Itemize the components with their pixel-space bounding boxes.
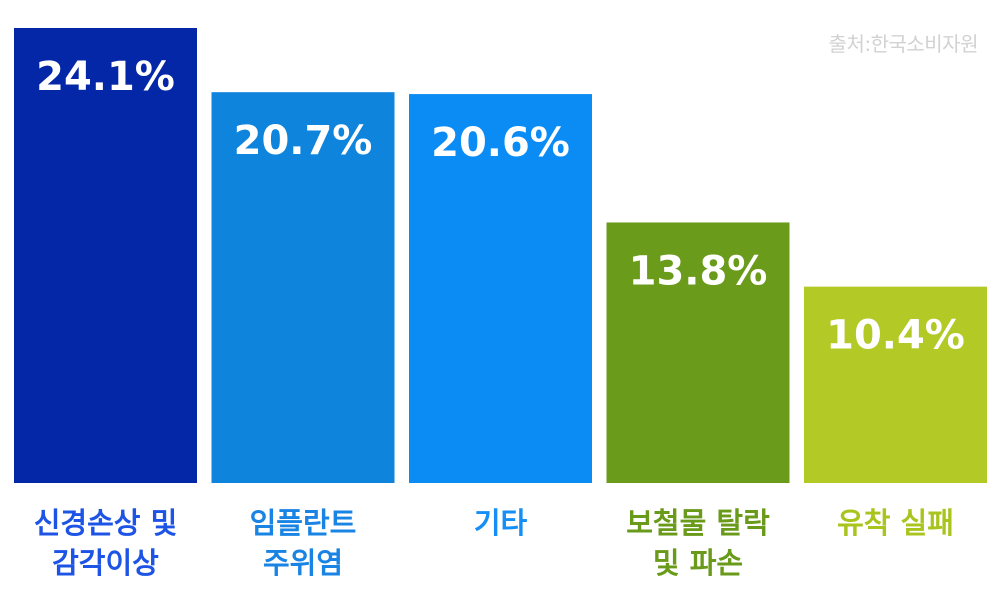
value-label-2: 20.7%: [234, 118, 373, 164]
category-label-4-line-2: 및 파손: [653, 546, 743, 580]
source-note: 출처:한국소비자원: [828, 32, 979, 56]
category-label-2-line-1: 임플란트: [250, 506, 357, 540]
category-label-2-line-2: 주위염: [263, 546, 343, 580]
value-label-4: 13.8%: [629, 248, 768, 294]
bar-5: [804, 286, 987, 483]
bar-2: [211, 92, 395, 484]
bar-1: [14, 28, 197, 483]
bar-3: [409, 94, 592, 484]
value-label-5: 10.4%: [826, 313, 965, 359]
category-label-4-line-1: 보철물 탈락: [626, 506, 770, 540]
category-label-3-line-1: 기타: [474, 506, 528, 540]
bar-group-3: 20.6% 기타: [409, 94, 592, 540]
value-label-1: 24.1%: [36, 54, 175, 100]
category-label-1-line-2: 감각이상: [52, 546, 159, 580]
value-label-3: 20.6%: [431, 120, 570, 166]
category-label-1-line-1: 신경손상 및: [34, 506, 178, 540]
category-label-5-line-1: 유착 실패: [837, 506, 954, 540]
bar-group-5: 10.4% 유착 실패: [804, 286, 987, 540]
bar-group-4: 13.8% 보철물 탈락및 파손: [606, 222, 790, 580]
bar-4: [606, 222, 790, 484]
